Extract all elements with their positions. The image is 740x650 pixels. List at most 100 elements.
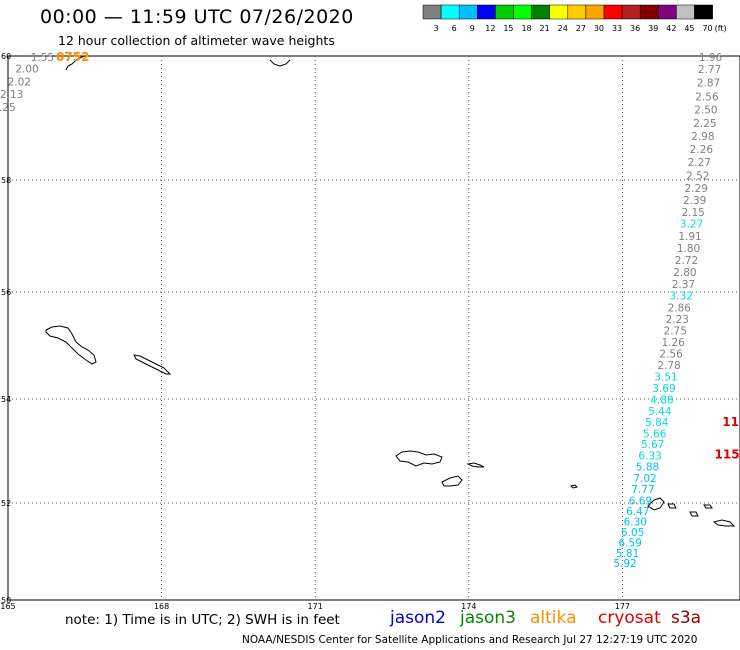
swh-label: 2.15 [681,207,704,219]
swh-label: 1.80 [677,243,700,255]
page-subtitle: 12 hour collection of altimeter wave hei… [58,33,335,48]
swh-label: 3.69 [652,383,675,395]
swh-label: 3.51 [654,372,677,384]
swh-label: 6.33 [638,451,661,463]
swh-label: 3.32 [670,291,693,303]
swh-label: 2.25 [693,118,716,130]
coastline-agattu-island [441,475,463,487]
swh-label: 5.81 [616,548,639,560]
coastline-attu-island [395,450,443,467]
swh-label: 1.26 [661,337,685,349]
legend-tick-label: 36 [630,24,640,33]
legend-tick-label: 3 [434,24,439,33]
swh-label: 2.56 [695,91,719,103]
swh-label: 5.66 [643,428,667,440]
coastlines [45,55,736,527]
time-label: 0752 [56,50,89,64]
latitude-label: 52 [1,499,11,508]
legend-tick-label: 30 [594,24,604,33]
legend-tick-label: 12 [485,24,495,33]
swh-label: 2.26 [690,144,714,156]
legend-tick-label: 33 [612,24,622,33]
legend-tick-label: 15 [503,24,513,33]
swh-label: 3.27 [680,219,703,231]
legend-tick-label: 42 [666,24,676,33]
page-title: 00:00 — 11:59 UTC 07/26/2020 [40,6,354,28]
legend-swatch [513,4,532,20]
swh-label: 2.13 [0,89,23,101]
latitude-label: 56 [1,288,11,297]
coastline-semichi-islands [466,462,485,468]
legend-tick-label: 21 [540,24,550,33]
legend-swatch [440,4,460,20]
legend-tick-label: 45 [684,24,694,33]
altimeter-tracks: 1.552.002.022.132.2507521.962.772.872.56… [0,50,740,570]
swh-label: 5.44 [648,406,672,418]
legend-swatch [531,4,550,20]
swh-label: 2.29 [685,183,708,195]
track-altika: 1.552.002.022.132.25 0752 [0,50,89,114]
legend-swatch [458,4,478,20]
swh-label: 5.88 [636,462,659,474]
swh-label: 2.27 [688,157,711,169]
swh-label: 2.72 [675,255,698,267]
swh-label: 1.55 [31,52,54,64]
longitude-label: 174 [461,602,476,611]
legend-swatch [658,4,677,20]
footer-credit: NOAA/NESDIS Center for Satellite Applica… [242,634,698,646]
swh-label: 6.59 [618,537,641,549]
legend-swatch [567,4,587,20]
swh-label: 6.30 [624,516,647,528]
legend-swatch [676,4,695,20]
legend-tick-label: 9 [470,24,475,33]
longitude-label: 168 [154,602,169,611]
longitude-label: 171 [308,602,323,611]
swh-label: 5.84 [645,417,669,429]
legend-swatch [694,4,713,20]
swh-label: 2.00 [15,63,38,75]
latitude-label: 60 [1,52,11,61]
legend-swatch [585,4,605,20]
swh-label: 6.05 [621,527,644,539]
legend-tick-label: 24 [558,24,568,33]
coastline-kamchatka [65,55,85,71]
legend-swatch [603,4,623,20]
map-frame [7,55,740,601]
swh-label: 2.50 [694,104,717,116]
time-label: 1153 [722,415,740,429]
satellite-cryosat: cryosat [598,608,661,628]
coastline-top-island [269,59,291,67]
swh-label: 2.80 [673,267,696,279]
swh-label: 2.75 [664,326,687,338]
longitude-label: 165 [0,602,15,611]
legend-tick-label: 18 [521,24,531,33]
legend-swatch [621,4,641,20]
legend-swatch [477,4,496,20]
swh-label: 5.92 [613,558,636,570]
swh-label: 6.47 [626,506,649,518]
track-cryosat: 1.962.772.872.562.502.252.982.262.272.52… [613,52,740,570]
legend-swatch [639,4,659,20]
legend-swatch [495,4,514,20]
coastline-medny-island [133,354,172,375]
satellite-altika: altika [530,608,577,628]
satellite-jason2: jason2 [390,608,446,628]
latitude-label: 58 [1,176,11,185]
swh-label: 2.86 [668,303,692,315]
legend-tick-label: 70 [702,24,712,33]
swh-label: 2.39 [683,195,706,207]
swh-label: 2.23 [666,314,689,326]
swh-label: 1.96 [699,52,723,64]
swh-label: 2.02 [8,76,31,88]
swh-label: 1.91 [678,231,701,243]
coastline-rat-islands [667,503,736,527]
swh-label: 7.02 [633,473,656,485]
satellite-jason3: jason3 [460,608,516,628]
latitude-label: 50 [1,596,11,605]
time-label: 1153 [715,448,740,462]
swh-label: 2.37 [672,279,695,291]
swh-label: 6.69 [629,495,652,507]
longitude-label: 177 [615,602,630,611]
legend-unit-label: (ft) [715,24,727,33]
